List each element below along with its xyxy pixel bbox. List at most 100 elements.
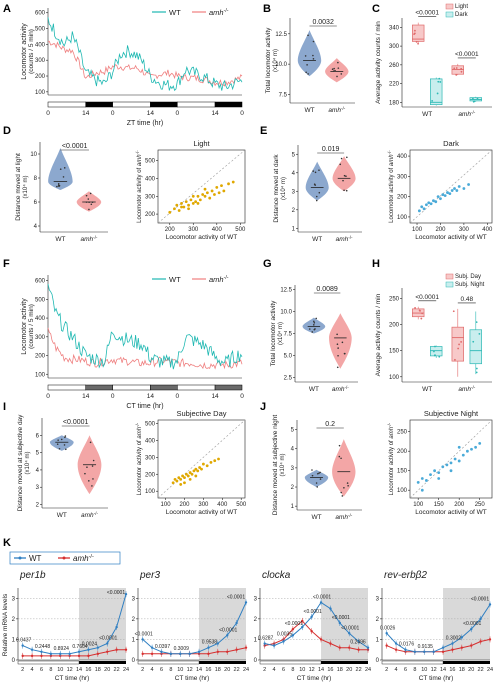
scatter-point bbox=[205, 191, 209, 195]
chart-dscatter-xtick-label: 300 bbox=[188, 227, 199, 233]
identity-line bbox=[409, 149, 493, 224]
chart-c-ytick-label: 180 bbox=[389, 100, 400, 106]
chart-f-xtick-label: 14 bbox=[82, 393, 90, 400]
scatter-point bbox=[198, 466, 202, 469]
k-point-wt bbox=[329, 607, 332, 610]
box-point bbox=[475, 321, 478, 324]
chart-b-ylabel: Total locomotor activity bbox=[265, 27, 272, 93]
scatter-point bbox=[191, 202, 195, 205]
chart-g: 2.5 5.0 7.5 10.0 12.5 WT amh-/- 0.0089 Total loc… bbox=[270, 285, 358, 393]
k-xtick-label: 6 bbox=[160, 667, 163, 673]
scatter-frame bbox=[157, 149, 246, 224]
scatter-point bbox=[478, 442, 482, 445]
chart-iscatter-ylabel: Locomotor activity of amh-/- bbox=[135, 422, 144, 495]
k-xtick-label: 10 bbox=[57, 667, 63, 673]
scatter-point bbox=[453, 187, 456, 190]
dark-phase-bar bbox=[214, 101, 243, 108]
k-xtick-label: 14 bbox=[196, 667, 202, 673]
k-xlabel: CT time (hr) bbox=[175, 675, 210, 682]
chart-jscatter-xlabel: Locomotor activity of WT bbox=[415, 509, 487, 516]
scatter-point bbox=[209, 460, 213, 464]
chart-dscatter-ytick-label: 300 bbox=[145, 194, 156, 200]
chart-iscatter-xtick-label: 400 bbox=[217, 502, 228, 508]
k-point-mut bbox=[385, 644, 388, 647]
chart-j-ytick-label: 1 bbox=[291, 504, 295, 510]
k-point-mut bbox=[460, 646, 464, 649]
box-point bbox=[413, 33, 416, 35]
chart-jscatter-ytick-label: 100 bbox=[397, 488, 408, 494]
k-point-wt bbox=[291, 634, 295, 637]
chart-h: 100 150 200 250 <0.0001 0.48 WT amh-/- Subj. Day… bbox=[375, 273, 492, 393]
k-pvalue-label: 0.3009 bbox=[174, 646, 190, 652]
scatter-point bbox=[200, 467, 203, 471]
violin-wt bbox=[297, 30, 322, 77]
scatter-point bbox=[433, 469, 436, 473]
chart-jscatter-ylabel: Locomotor activity of amh-/- bbox=[387, 422, 396, 495]
chart-dscatter-xlabel: Locomotor activity of WT bbox=[166, 234, 238, 241]
box-point bbox=[475, 371, 478, 374]
pvalue-label: <0.0001 bbox=[62, 143, 88, 150]
k-xtick-label: 2 bbox=[141, 667, 144, 673]
scatter-point bbox=[425, 203, 428, 207]
chart-jscatter-xtick-label: 250 bbox=[475, 502, 486, 508]
chart-f-ylabel: Locomotor activity bbox=[21, 298, 28, 355]
subjective-night-shade bbox=[79, 588, 126, 660]
violin-point bbox=[332, 70, 335, 72]
violin-point bbox=[59, 168, 62, 170]
k-point-wt bbox=[106, 642, 109, 645]
chart-g-xtick-label: WT bbox=[309, 386, 319, 393]
chart-h-ytick-label: 100 bbox=[389, 375, 400, 381]
dark-phase-bar bbox=[85, 101, 113, 108]
k-pvalue-label: <0.0001 bbox=[313, 594, 331, 600]
scatter-frame bbox=[409, 149, 493, 224]
scatter-point bbox=[416, 481, 420, 484]
k-xtick-label: 16 bbox=[205, 667, 211, 673]
violin-point bbox=[313, 320, 315, 323]
series-line-wt bbox=[47, 17, 243, 92]
chart-jscatter-ytick-label: 200 bbox=[397, 449, 408, 455]
violin-point bbox=[331, 68, 334, 71]
chart-g-ytick-label: 12.5 bbox=[280, 287, 292, 293]
box-point bbox=[431, 99, 434, 102]
k-point-mut bbox=[329, 642, 332, 645]
box-point bbox=[434, 345, 436, 348]
k-xtick-label: 24 bbox=[123, 667, 129, 673]
scatter-point bbox=[466, 449, 469, 453]
scatter-point bbox=[222, 189, 226, 193]
panel-letter-c: C bbox=[372, 3, 380, 15]
pvalue-label: 0.48 bbox=[460, 296, 473, 303]
k-pvalue-label: 0.0035 bbox=[277, 631, 293, 637]
chart-j-xtick-label: WT bbox=[311, 514, 321, 521]
chart-d-xtick-label: amh-/- bbox=[80, 235, 97, 244]
k-xtick-label: 6 bbox=[282, 667, 285, 673]
chart-b: 7.5 10.0 12.5 WT amh-/- 0.0032 Total locomotor… bbox=[265, 18, 355, 114]
k-pvalue-label: <0.0001 bbox=[341, 625, 359, 631]
box-point bbox=[433, 350, 435, 353]
k-pvalue-label: <0.0001 bbox=[107, 590, 125, 596]
scatter-point bbox=[190, 472, 194, 476]
k-point-wt bbox=[160, 650, 163, 653]
k-pvalue-label: <0.0001 bbox=[219, 627, 237, 633]
k-pvalue-label: <0.0001 bbox=[332, 615, 350, 621]
k-xtick-label: 14 bbox=[318, 667, 324, 673]
violin-point bbox=[340, 491, 342, 494]
box-point bbox=[414, 306, 416, 309]
scatter-point bbox=[429, 202, 433, 206]
k-point-wt bbox=[49, 652, 53, 656]
scatter-point bbox=[470, 447, 473, 451]
chart-a-ytick-label: 300 bbox=[35, 58, 46, 64]
violin-point bbox=[340, 457, 342, 460]
k-point-wt bbox=[235, 621, 238, 625]
violin-point bbox=[340, 157, 343, 160]
scatter-point bbox=[177, 209, 181, 212]
chart-dscatter-ytick-label: 500 bbox=[145, 159, 156, 165]
scatter-point bbox=[457, 459, 461, 463]
chart-escatter-xtick-label: 200 bbox=[435, 227, 446, 233]
k-point-wt bbox=[207, 646, 210, 649]
legend-label-amh: amh-/- bbox=[73, 554, 94, 563]
panel-letter-a: A bbox=[3, 3, 11, 15]
k-point-wt bbox=[366, 646, 370, 649]
chart-b-ytick-label: 10.0 bbox=[275, 62, 287, 68]
scatter-point bbox=[196, 194, 200, 198]
